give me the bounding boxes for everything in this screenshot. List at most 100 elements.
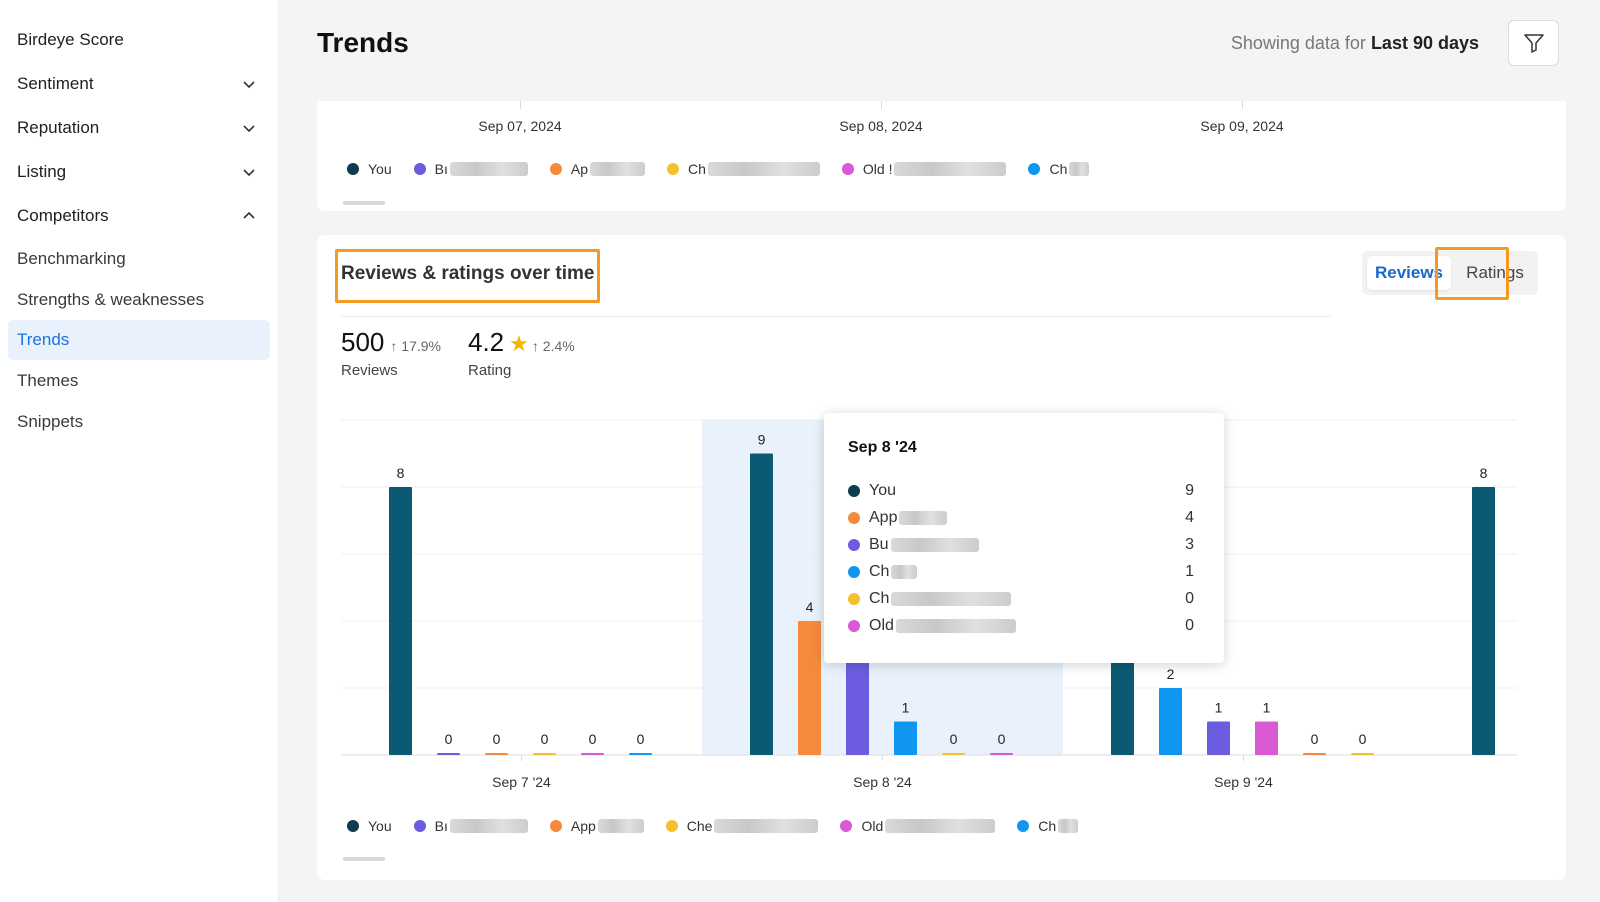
legend-label: Bı — [434, 818, 448, 834]
tooltip-series-name: Ch — [869, 589, 890, 607]
sidebar-subitem-themes[interactable]: Themes — [0, 360, 278, 401]
bar — [389, 487, 412, 755]
chart-legend: You Bı App Che Old Ch — [347, 818, 1100, 834]
legend-item-competitor[interactable]: Ch — [1028, 161, 1090, 177]
date-range-value: Last 90 days — [1370, 33, 1479, 53]
tooltip-series-name: App — [869, 508, 898, 526]
legend-label: Ap — [570, 161, 588, 177]
sidebar-item-label: Themes — [17, 370, 79, 390]
highlight-box — [1435, 247, 1509, 300]
legend-dot — [1017, 820, 1030, 832]
bar-value-label: 0 — [637, 731, 645, 747]
sidebar-item-label: Competitors — [17, 206, 109, 225]
chevron-up-icon — [243, 211, 255, 219]
sidebar-subitem-strengths[interactable]: Strengths & weaknesses — [0, 279, 278, 320]
redacted-text — [449, 162, 528, 176]
sidebar-item-sentiment[interactable]: Sentiment — [0, 62, 278, 106]
x-tick — [1242, 101, 1243, 109]
redacted-text — [890, 537, 979, 552]
tooltip-row: Bu 3 — [848, 531, 1194, 558]
bar — [798, 621, 821, 755]
sidebar-item-reputation[interactable]: Reputation — [0, 106, 278, 150]
legend-label: App — [570, 818, 596, 834]
tooltip-value: 3 — [1185, 535, 1194, 553]
trend-card-previous: Sep 07, 2024 Sep 08, 2024 Sep 09, 2024 Y… — [317, 101, 1566, 211]
x-tick — [520, 101, 521, 109]
filter-button[interactable] — [1508, 20, 1559, 66]
legend-item-competitor[interactable]: Bı — [413, 818, 528, 834]
legend-dot — [666, 163, 679, 175]
date-range-text: Showing data for Last 90 days — [1231, 33, 1479, 54]
sidebar: Birdeye Score Sentiment Reputation Listi… — [0, 0, 279, 902]
tooltip-series-name: You — [869, 481, 896, 499]
bar-value-label: 8 — [397, 465, 405, 481]
legend-item-competitor[interactable]: Bı — [413, 161, 528, 177]
sidebar-subitem-benchmarking[interactable]: Benchmarking — [0, 238, 278, 279]
sidebar-item-label: Strengths & weaknesses — [17, 289, 205, 309]
bar — [533, 753, 556, 755]
bar — [942, 753, 965, 755]
bar — [1255, 721, 1278, 755]
bar-value-label: 0 — [950, 731, 958, 747]
bar — [485, 753, 508, 755]
x-tick-label: Sep 09, 2024 — [1200, 118, 1284, 134]
sidebar-item-label: Birdeye Score — [17, 30, 124, 49]
legend-item-competitor[interactable]: Che — [665, 818, 819, 834]
bar-value-label: 4 — [806, 599, 814, 615]
sidebar-subitem-snippets[interactable]: Snippets — [0, 401, 278, 442]
redacted-text — [597, 819, 644, 833]
bar-value-label: 8 — [1480, 465, 1488, 481]
sidebar-item-birdeye-score[interactable]: Birdeye Score — [0, 18, 278, 62]
sidebar-subitem-trends[interactable]: Trends — [8, 320, 270, 360]
x-tick-label: Sep 7 '24 — [492, 774, 551, 790]
bar-value-label: 0 — [541, 731, 549, 747]
redacted-text — [891, 591, 1012, 606]
bar — [990, 753, 1013, 755]
tooltip-row: App 4 — [848, 504, 1194, 531]
bar-value-label: 0 — [589, 731, 597, 747]
ratings-toggle-button[interactable]: Ratings — [1466, 263, 1524, 282]
reviews-stat-label: Reviews — [341, 362, 398, 379]
bar — [1207, 721, 1230, 755]
tooltip-dot — [848, 511, 860, 524]
reviews-ratings-card: Reviews & ratings over time Reviews Rati… — [317, 235, 1566, 880]
legend-item-competitor[interactable]: Old ! — [841, 161, 1007, 177]
bar — [846, 654, 869, 755]
bar — [437, 753, 460, 755]
divider — [341, 316, 1331, 317]
tooltip-value: 0 — [1185, 589, 1194, 607]
x-tick-label: Sep 08, 2024 — [839, 118, 923, 134]
tooltip-value: 9 — [1185, 481, 1194, 499]
tooltip-series-name: Old — [869, 616, 894, 634]
sidebar-item-listing[interactable]: Listing — [0, 150, 278, 194]
bar-value-label: 9 — [758, 432, 766, 448]
bar — [581, 753, 604, 755]
legend-item-competitor[interactable]: Ch — [1017, 818, 1079, 834]
chevron-down-icon — [243, 125, 255, 133]
highlight-box — [335, 249, 600, 303]
sidebar-item-competitors[interactable]: Competitors — [0, 194, 278, 238]
redacted-text — [885, 819, 996, 833]
legend-dot — [347, 820, 359, 832]
bar — [1472, 487, 1495, 755]
legend-label: Old ! — [862, 161, 893, 177]
tooltip-value: 1 — [1185, 562, 1194, 580]
legend-item-competitor[interactable]: Ap — [549, 161, 645, 177]
legend-label: Ch — [687, 161, 706, 177]
legend-item-you[interactable]: You — [347, 818, 392, 834]
legend-item-competitor[interactable]: App — [549, 818, 644, 834]
rating-stat: 4.2 ★ ↑ 2.4% Rating — [468, 327, 575, 379]
tooltip-row: You 9 — [848, 477, 1194, 504]
legend-item-competitor[interactable]: Ch — [666, 161, 820, 177]
tooltip-value: 4 — [1185, 508, 1194, 526]
horizontal-scrollbar[interactable] — [343, 857, 385, 861]
chart-tooltip: Sep 8 '24 You 9 App 4 Bu 3 Ch 1 Ch 0 Old 0 — [824, 413, 1224, 663]
legend-label: You — [368, 161, 392, 177]
legend-item-competitor[interactable]: Old — [840, 818, 996, 834]
redacted-text — [449, 819, 528, 833]
sidebar-item-label: Sentiment — [17, 74, 94, 93]
horizontal-scrollbar[interactable] — [343, 201, 385, 205]
legend-item-you[interactable]: You — [347, 161, 392, 177]
reviews-change-value: 17.9% — [401, 338, 441, 354]
reviews-change: ↑ 17.9% — [390, 338, 441, 354]
